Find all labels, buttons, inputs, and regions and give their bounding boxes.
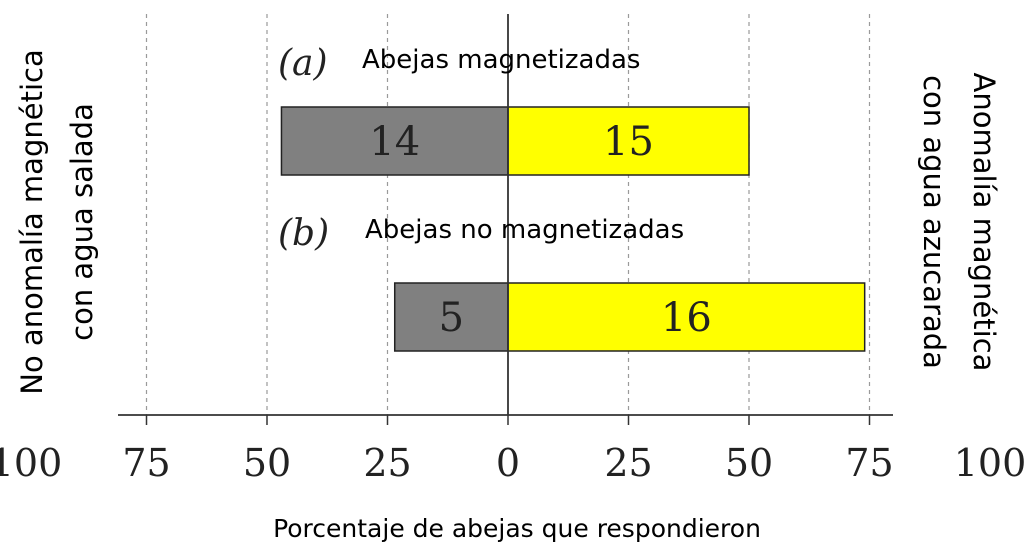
- panel-letter: (a): [278, 43, 328, 84]
- bar-value-label: 16: [661, 295, 712, 341]
- x-tick-label: 50: [725, 441, 773, 485]
- x-tick-label: 0: [496, 441, 520, 485]
- x-tick-label: 100: [954, 441, 1027, 485]
- left-label-line: con agua salada: [65, 103, 99, 341]
- labels: 14 15 (a) Abejas magnetizadas 5 16 (b) Abejas n…: [0, 43, 1026, 543]
- bar-right: [507, 106, 750, 176]
- right-label-line: Anomalía magnética: [967, 73, 1001, 372]
- left-side-label: No anomalía magnética con agua salada: [15, 49, 99, 394]
- bar-value-label: 5: [439, 295, 464, 341]
- bar-value-label: 15: [603, 119, 654, 165]
- grid-lines: [145, 14, 871, 415]
- bar-value-label: 14: [369, 119, 420, 165]
- bars: [280, 106, 866, 352]
- x-axis-label: Porcentaje de abejas que respondieron: [273, 514, 761, 543]
- x-tick-label: 25: [363, 441, 411, 485]
- x-tick-label: 25: [604, 441, 652, 485]
- x-tick-label: 100: [0, 441, 62, 485]
- right-label-line: con agua azucarada: [917, 75, 951, 369]
- right-side-label: Anomalía magnética con agua azucarada: [917, 73, 1001, 372]
- bar-left: [393, 282, 509, 352]
- panel-title: Abejas magnetizadas: [362, 45, 640, 75]
- bar-left: [280, 106, 509, 176]
- x-tick-label: 50: [243, 441, 291, 485]
- panel-letter: (b): [278, 213, 329, 254]
- x-tick-label: 75: [845, 441, 893, 485]
- panel-title: Abejas no magnetizadas: [365, 215, 684, 245]
- x-tick-label: 75: [122, 441, 170, 485]
- left-label-line: No anomalía magnética: [15, 49, 49, 394]
- x-axis: [118, 14, 893, 425]
